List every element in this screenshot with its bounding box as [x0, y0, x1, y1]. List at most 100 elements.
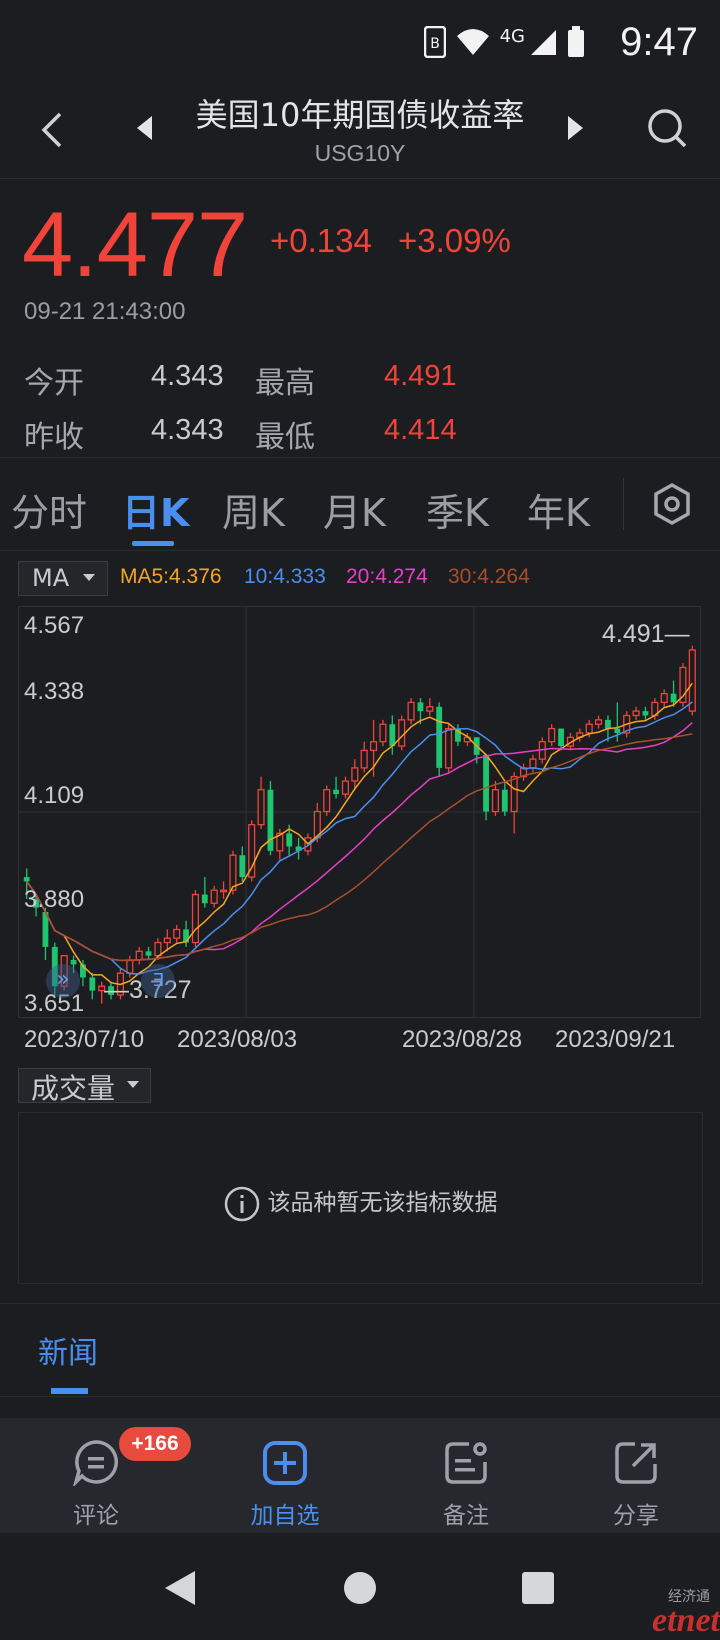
- low-value: 4.414: [384, 414, 457, 446]
- x-tick-label: 2023/08/28: [402, 1026, 523, 1053]
- svg-text:B: B: [430, 36, 440, 52]
- dropdown-caret-icon: [127, 1081, 139, 1088]
- indicator-selector[interactable]: MA: [18, 561, 108, 596]
- candle-body: [389, 724, 396, 747]
- candle-body: [239, 855, 246, 878]
- candle-body: [183, 929, 189, 943]
- candle-body: [276, 832, 284, 852]
- candle-body: [333, 789, 339, 795]
- price-change-pct: +3.09%: [398, 222, 511, 259]
- tab-quarterly-k[interactable]: 季K: [426, 491, 489, 535]
- min-price-label: 3.727: [129, 976, 192, 1004]
- last-price: 4.477: [22, 194, 248, 296]
- kline-chart-svg[interactable]: [18, 606, 701, 1018]
- add-icon: [263, 1441, 307, 1485]
- candle-body: [483, 754, 489, 812]
- candle-body: [23, 877, 30, 882]
- next-symbol-icon[interactable]: [566, 114, 586, 142]
- tab-news[interactable]: 新闻: [38, 1336, 98, 1371]
- ma20-value: 20:4.274: [346, 565, 428, 588]
- candle-body: [642, 711, 649, 716]
- dropdown-caret-icon: [83, 574, 95, 581]
- rights-adjust-icon[interactable]: ∃: [141, 964, 175, 998]
- ma30-line: [26, 733, 693, 962]
- candle-body: [286, 833, 293, 847]
- candle-body: [417, 702, 424, 712]
- candle-body: [351, 767, 359, 782]
- ma10-value: 10:4.333: [244, 565, 326, 588]
- y-tick-label: 3.880: [24, 886, 85, 913]
- candle-body: [426, 706, 434, 712]
- tab-monthly-k[interactable]: 月K: [323, 491, 386, 535]
- candle-body: [229, 854, 237, 891]
- signal-icon: [531, 30, 556, 55]
- candle-body: [135, 950, 143, 961]
- open-label: 今开: [24, 366, 84, 401]
- nav-recents-icon[interactable]: [521, 1571, 555, 1605]
- candle-body: [173, 928, 181, 939]
- y-tick-label: 4.338: [24, 678, 85, 705]
- max-price-label: 4.491: [602, 620, 665, 648]
- high-value: 4.491: [384, 360, 457, 392]
- add-watchlist-label: 加自选: [250, 1503, 320, 1529]
- ma30-value: 30:4.264: [448, 565, 530, 588]
- search-icon[interactable]: [645, 106, 689, 150]
- share-label: 分享: [613, 1503, 659, 1529]
- nav-back-icon[interactable]: [163, 1569, 197, 1607]
- max-price-marker: 4.491—: [602, 620, 690, 648]
- candle-body: [191, 893, 199, 944]
- share-button[interactable]: 分享: [566, 1418, 706, 1533]
- sub-indicator-selector[interactable]: 成交量: [18, 1068, 151, 1105]
- candle-body: [248, 824, 256, 878]
- prev-symbol-icon[interactable]: [134, 114, 154, 142]
- candle-body: [267, 789, 274, 851]
- ma10-line: [26, 701, 693, 975]
- active-tab-indicator: [132, 541, 174, 546]
- volume-panel: 该品种暂无该指标数据: [18, 1112, 703, 1284]
- scroll-to-start-icon[interactable]: »: [46, 964, 80, 998]
- network-type: 4G: [499, 25, 525, 47]
- candle-body: [154, 941, 162, 957]
- status-icons: B 4G: [423, 25, 585, 58]
- comment-count-badge: +166: [119, 1427, 191, 1461]
- candle-body: [323, 789, 331, 813]
- tab-daily-k[interactable]: 日K: [122, 491, 190, 535]
- comment-icon: [73, 1440, 119, 1486]
- prev-close-value: 4.343: [151, 414, 224, 446]
- candle-body: [679, 666, 687, 704]
- battery-icon: [568, 26, 584, 57]
- candle-body: [445, 727, 453, 769]
- candle-body: [670, 693, 677, 703]
- candle-body: [341, 780, 349, 795]
- tab-intraday[interactable]: 分时: [11, 491, 88, 535]
- x-tick-label: 2023/07/10: [24, 1026, 145, 1053]
- y-tick-label: 4.567: [24, 612, 85, 639]
- note-button[interactable]: 备注: [396, 1418, 536, 1533]
- comment-button[interactable]: 评论: [26, 1418, 166, 1533]
- bottom-action-bar: 评论 加自选 备注 分享: [0, 1418, 720, 1533]
- candle-body: [407, 701, 415, 721]
- candle-body: [510, 775, 518, 813]
- back-icon[interactable]: [38, 110, 68, 150]
- add-watchlist-button[interactable]: 加自选: [215, 1418, 355, 1533]
- kline-chart[interactable]: 4.567 4.338 4.109 3.880 3.651 4.491— —3.…: [18, 606, 701, 1018]
- watermark-sub: 经济通: [668, 1589, 710, 1605]
- system-nav-bar: 经济通 etnet: [0, 1533, 720, 1640]
- no-data-message: 该品种暂无该指标数据: [19, 1183, 702, 1222]
- tab-yearly-k[interactable]: 年K: [527, 491, 590, 535]
- chart-settings-icon[interactable]: [652, 482, 692, 526]
- candle-body: [33, 898, 39, 908]
- nav-home-icon[interactable]: [343, 1571, 377, 1605]
- open-value: 4.343: [151, 360, 224, 392]
- comment-label: 评论: [73, 1503, 119, 1529]
- tab-weekly-k[interactable]: 周K: [222, 491, 285, 535]
- news-tab-indicator: [51, 1388, 88, 1394]
- prev-close-label: 昨收: [24, 420, 84, 455]
- candle-body: [163, 937, 171, 944]
- low-label: 最低: [255, 420, 315, 455]
- ma5-value: MA5:4.376: [120, 565, 222, 588]
- candle-body: [98, 985, 106, 992]
- min-price-marker: —3.727: [104, 976, 192, 1004]
- candle-body: [398, 719, 406, 747]
- sub-indicator-label: 成交量: [31, 1072, 116, 1105]
